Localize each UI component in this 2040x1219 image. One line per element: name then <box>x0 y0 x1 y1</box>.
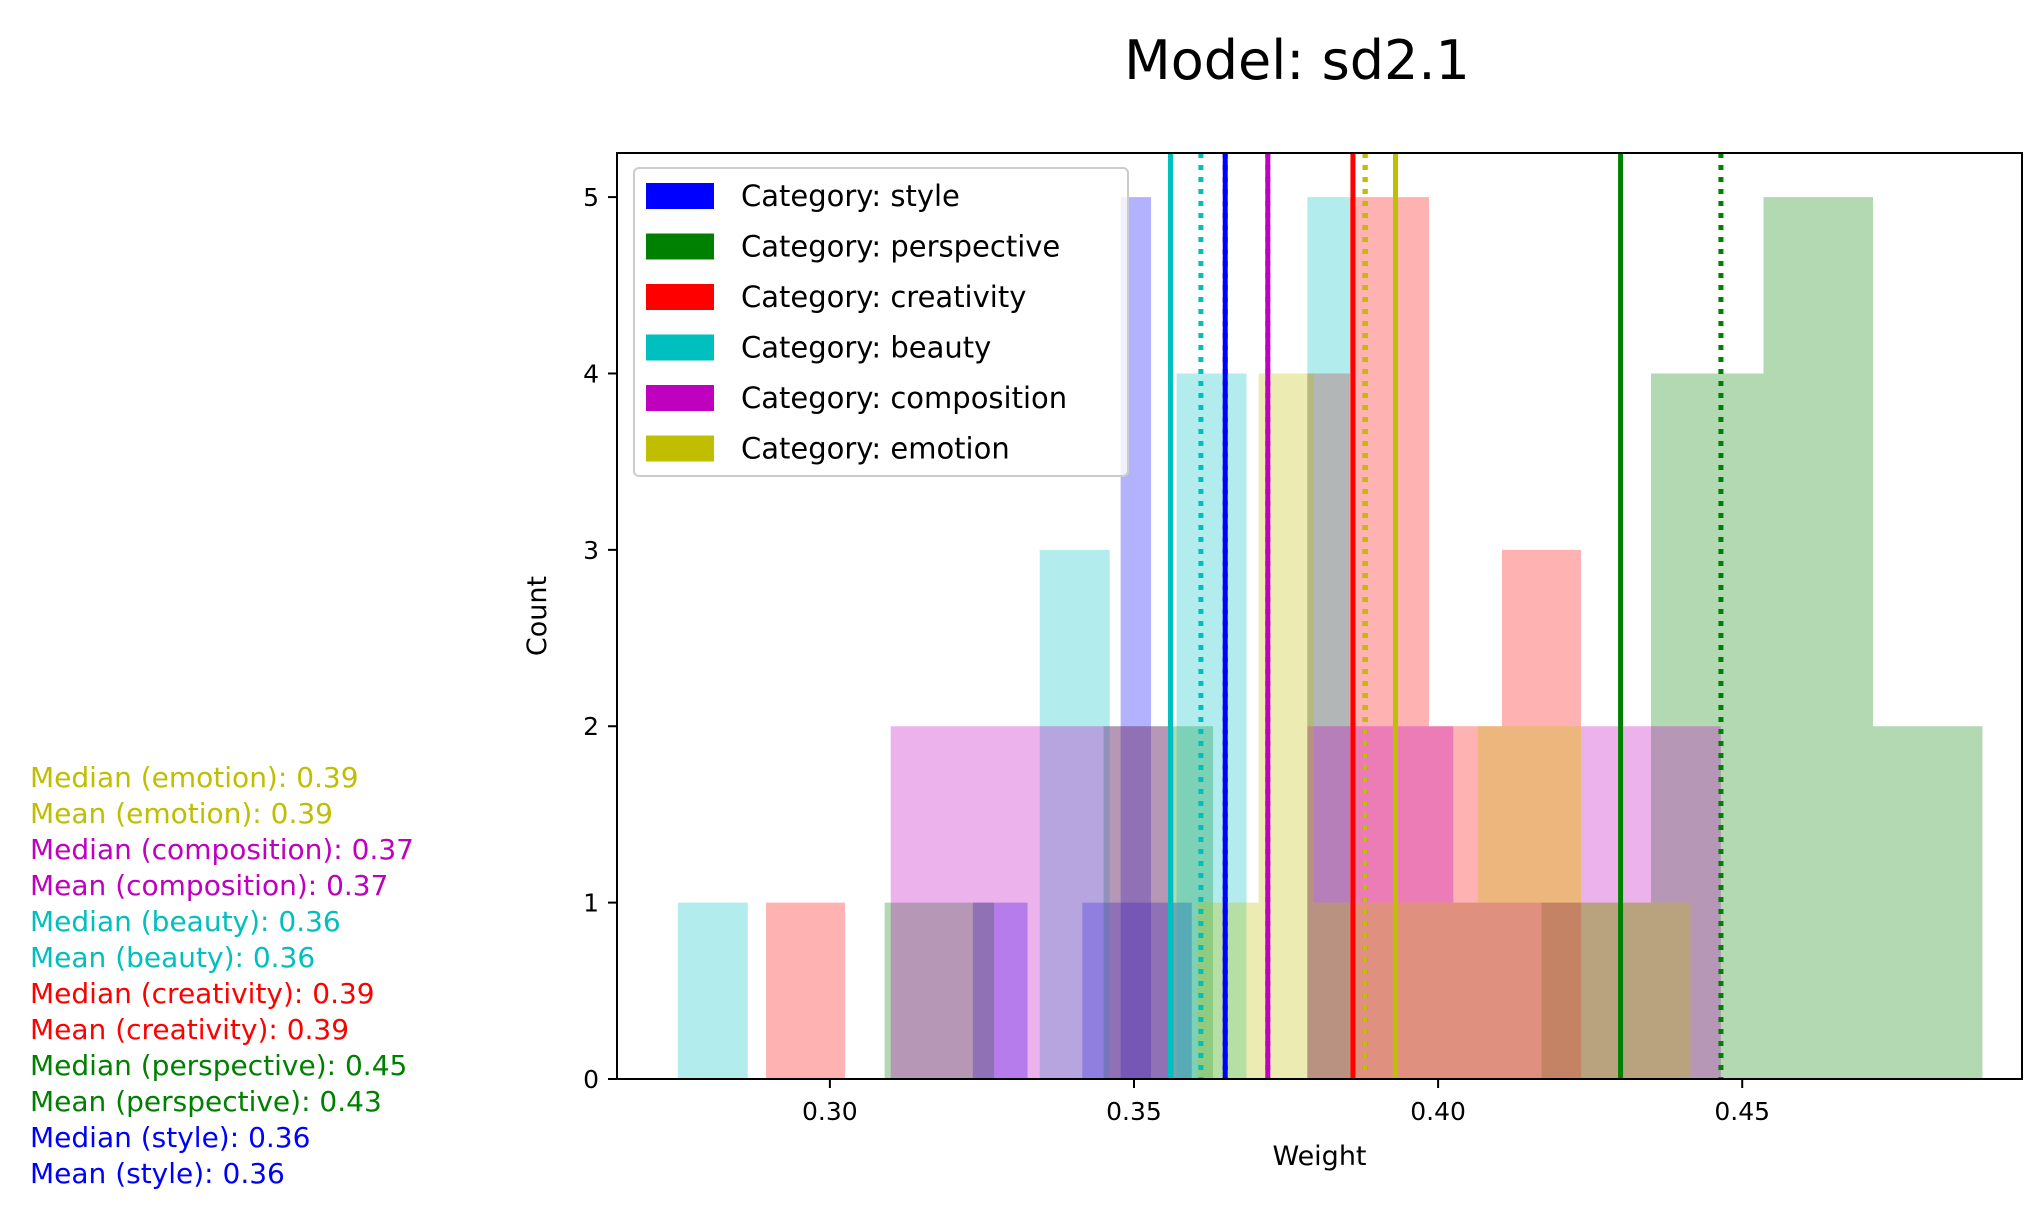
x-tick-label: 0.40 <box>1410 1097 1466 1126</box>
legend-swatch-beauty <box>646 334 714 361</box>
bar-emotion <box>1581 902 1691 1079</box>
y-tick-label: 2 <box>583 712 599 741</box>
bar-composition <box>1581 726 1721 1079</box>
bar-perspective <box>1103 726 1214 1079</box>
stat-annotation: Mean (beauty): 0.36 <box>30 941 315 974</box>
stat-annotation: Mean (composition): 0.37 <box>30 869 388 902</box>
legend-swatch-composition <box>646 385 714 411</box>
stat-annotation: Median (beauty): 0.36 <box>30 905 341 938</box>
x-tick-label: 0.35 <box>1106 1097 1162 1126</box>
bar-composition <box>1453 902 1582 1079</box>
bar-style <box>1137 902 1192 1079</box>
bar-composition <box>1307 726 1454 1079</box>
stat-annotation: Median (style): 0.36 <box>30 1121 310 1154</box>
bar-beauty <box>677 902 748 1079</box>
stat-annotation: Mean (style): 0.36 <box>30 1157 285 1190</box>
bar-perspective <box>1541 902 1651 1079</box>
stat-annotation: Mean (perspective): 0.43 <box>30 1085 382 1118</box>
bar-emotion <box>1477 726 1582 1079</box>
chart-title: Model: sd2.1 <box>1124 29 1470 92</box>
x-tick-label: 0.45 <box>1714 1097 1770 1126</box>
y-axis: 0 1 2 3 4 5 <box>583 183 617 1094</box>
legend-label-beauty: Category: beauty <box>741 331 991 365</box>
legend-swatch-emotion <box>646 435 714 462</box>
legend-label-emotion: Category: emotion <box>741 432 1010 466</box>
legend-label-composition: Category: composition <box>741 381 1067 415</box>
stat-annotation: Median (creativity): 0.39 <box>30 977 375 1010</box>
stat-annotation: Median (composition): 0.37 <box>30 833 414 866</box>
legend-swatch-style <box>646 183 714 209</box>
stat-annotation: Mean (creativity): 0.39 <box>30 1013 349 1046</box>
bar-creativity <box>1501 549 1582 1079</box>
histogram-bars <box>677 197 1983 1080</box>
bar-creativity <box>1428 726 1502 1079</box>
legend-label-creativity: Category: creativity <box>741 280 1026 314</box>
stat-lines <box>1167 153 1724 1079</box>
y-tick-label: 0 <box>583 1065 599 1094</box>
bar-beauty <box>1307 197 1350 1080</box>
bar-beauty <box>1176 373 1247 1079</box>
y-tick-label: 3 <box>583 536 599 565</box>
bar-beauty <box>1039 549 1110 1079</box>
bar-style <box>972 902 1028 1079</box>
x-tick-label: 0.30 <box>802 1097 858 1126</box>
bar-creativity <box>1307 373 1350 1079</box>
stat-annotation: Median (perspective): 0.45 <box>30 1049 407 1082</box>
bar-perspective <box>1872 726 1983 1079</box>
legend-swatch-perspective <box>646 233 714 260</box>
bar-creativity <box>1349 197 1429 1080</box>
plot-frame <box>616 152 2023 1080</box>
bar-perspective <box>1650 373 1764 1079</box>
legend-box <box>633 167 1129 477</box>
y-tick-label: 4 <box>583 359 599 388</box>
legend-label-style: Category: style <box>741 179 960 213</box>
y-axis-label: Count <box>522 576 553 656</box>
stat-annotation: Mean (emotion): 0.39 <box>30 797 333 830</box>
bar-composition <box>1100 726 1174 1079</box>
bar-style <box>1082 902 1138 1079</box>
x-axis-label: Weight <box>1272 1141 1366 1172</box>
bar-composition <box>890 726 1101 1079</box>
bar-emotion <box>1197 902 1259 1079</box>
stat-annotation: Median (emotion): 0.39 <box>30 761 359 794</box>
bar-creativity <box>766 902 846 1079</box>
x-axis: 0.30 0.35 0.40 0.45 <box>802 1079 1770 1126</box>
y-tick-label: 1 <box>583 889 599 918</box>
bar-perspective <box>884 902 995 1079</box>
legend-label-perspective: Category: perspective <box>741 230 1060 264</box>
legend: Category: style Category: perspective Cate… <box>633 167 1129 477</box>
legend-swatch-creativity <box>646 284 714 310</box>
y-tick-label: 5 <box>583 183 599 212</box>
bar-perspective <box>1763 197 1873 1080</box>
